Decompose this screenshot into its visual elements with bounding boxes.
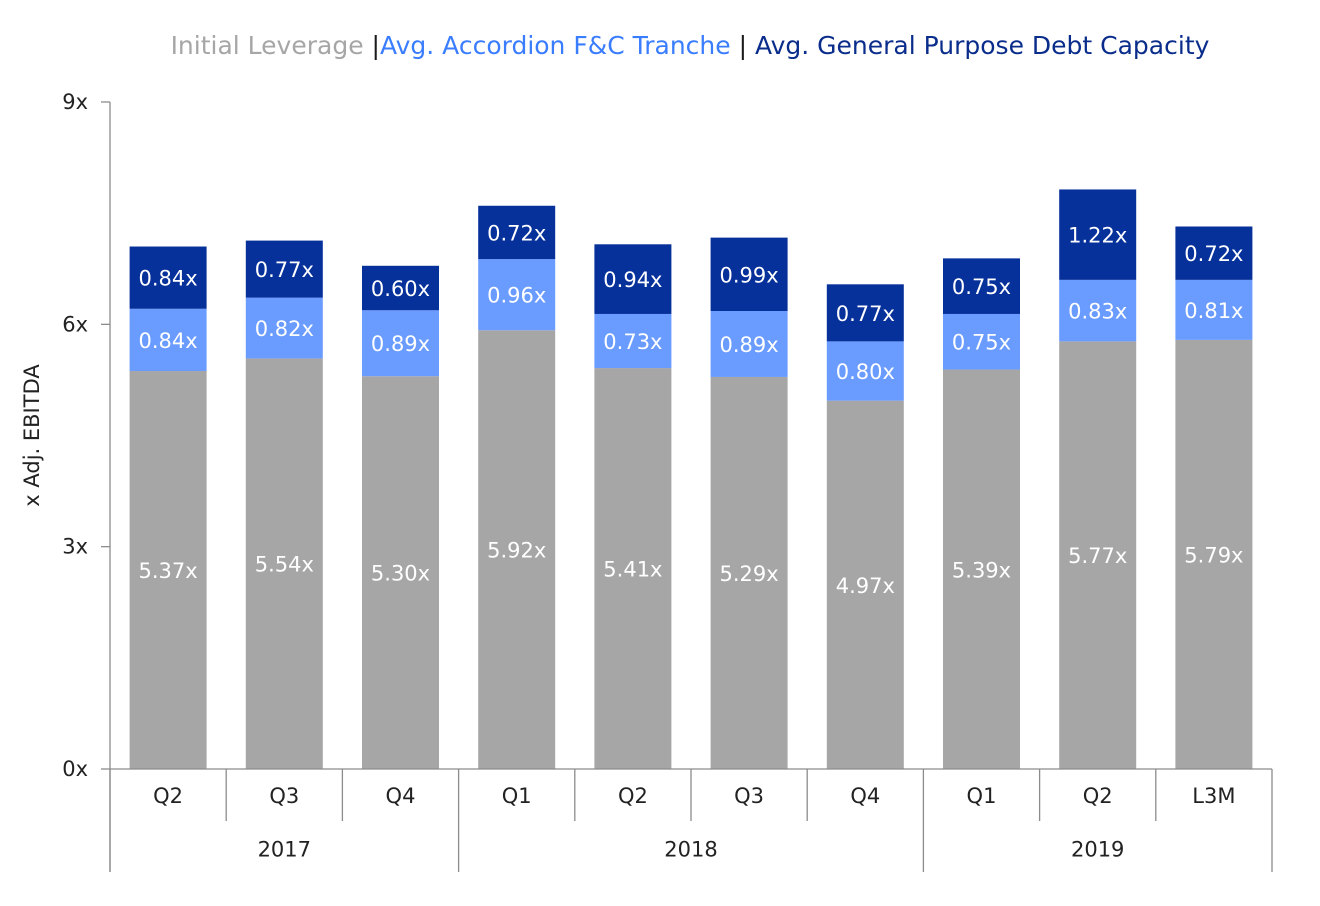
- y-axis: 0x 3x 6x 9x x Adj. EBITDA: [20, 90, 111, 872]
- bar-stack-4: 5.41x 0.73x 0.94x: [594, 244, 672, 769]
- legend-title-part-0: Initial Leverage: [171, 31, 372, 60]
- bar-stack-6: 4.97x 0.80x 0.77x: [826, 284, 904, 769]
- x-category-label: Q2: [618, 784, 648, 808]
- data-label-series-1: 0.89x: [720, 333, 779, 357]
- data-label-series-2: 0.77x: [836, 302, 895, 326]
- y-tick-label: 9x: [62, 90, 88, 114]
- x-category-label: Q1: [967, 784, 997, 808]
- bar-segment-series-0: [943, 369, 1020, 769]
- data-label-series-0: 5.41x: [603, 558, 662, 582]
- bar-segment-series-1: [1175, 279, 1253, 340]
- bar-segment-series-1: [129, 308, 207, 372]
- x-category-label: Q3: [734, 784, 764, 808]
- data-label-series-0: 5.29x: [720, 562, 779, 586]
- bar-segment-series-1: [594, 313, 672, 369]
- data-label-series-2: 0.94x: [603, 268, 662, 292]
- bar-stack-2: 5.30x 0.89x 0.60x: [362, 265, 439, 769]
- data-label-series-1: 0.81x: [1184, 299, 1243, 323]
- bar-segment-series-0: [710, 376, 788, 769]
- bar-segment-series-2: [943, 258, 1020, 314]
- data-label-series-2: 1.22x: [1068, 224, 1127, 248]
- x-category-label: Q2: [153, 784, 183, 808]
- bar-segment-series-0: [1059, 341, 1137, 769]
- data-label-series-2: 0.60x: [371, 277, 430, 301]
- bar-segment-series-2: [362, 265, 439, 311]
- data-label-series-0: 5.77x: [1068, 544, 1127, 568]
- bar-segment-series-2: [1059, 189, 1137, 280]
- y-tick-label: 0x: [62, 757, 88, 781]
- bar-segment-series-0: [594, 368, 672, 769]
- bar-stack-9: 5.79x 0.81x 0.72x: [1175, 226, 1253, 769]
- data-label-series-0: 5.37x: [139, 559, 198, 583]
- bar-stack-7: 5.39x 0.75x 0.75x: [943, 258, 1020, 769]
- bar-segment-series-0: [1175, 339, 1253, 769]
- bar-segment-series-2: [1175, 226, 1253, 280]
- bar-segment-series-1: [362, 310, 439, 377]
- legend-title-part-2: Avg. Accordion F&C Tranche: [380, 31, 731, 60]
- bar-stack-5: 5.29x 0.89x 0.99x: [710, 237, 788, 769]
- data-label-series-2: 0.84x: [139, 267, 198, 291]
- bar-segment-series-2: [826, 284, 904, 342]
- x-category-label: L3M: [1192, 784, 1235, 808]
- x-category-label: Q2: [1083, 784, 1113, 808]
- legend-title-part-1: |: [372, 31, 380, 60]
- bar-segment-series-1: [710, 310, 788, 377]
- data-label-series-2: 0.72x: [1184, 242, 1243, 266]
- bar-segment-series-1: [478, 259, 556, 331]
- data-label-series-2: 0.75x: [952, 275, 1011, 299]
- bar-segment-series-1: [1059, 279, 1137, 342]
- data-label-series-0: 5.79x: [1184, 543, 1243, 567]
- data-label-series-0: 4.97x: [836, 574, 895, 598]
- bar-segment-series-0: [129, 371, 207, 769]
- bar-segment-series-2: [478, 205, 556, 260]
- bar-segment-series-0: [826, 400, 904, 769]
- bar-segment-series-2: [710, 237, 788, 311]
- bar-segment-series-1: [245, 297, 323, 359]
- legend-title-part-3: |: [731, 31, 755, 60]
- bar-segment-series-1: [826, 341, 904, 401]
- chart-legend-title: Initial Leverage |Avg. Accordion F&C Tra…: [171, 31, 1210, 60]
- bar-segment-series-2: [594, 244, 672, 314]
- bar-segment-series-0: [478, 330, 556, 769]
- bar-segment-series-2: [129, 246, 207, 309]
- data-label-series-1: 0.96x: [487, 284, 546, 308]
- data-label-series-0: 5.54x: [255, 553, 314, 577]
- x-category-label: Q1: [502, 784, 532, 808]
- bar-stack-0: 5.37x 0.84x 0.84x: [129, 246, 207, 769]
- bars-layer: 5.37x 0.84x 0.84x 5.54x 0.82x 0.77x 5.30x 0.89x…: [129, 189, 1253, 769]
- bar-segment-series-1: [943, 313, 1020, 370]
- data-label-series-1: 0.84x: [139, 329, 198, 353]
- data-label-series-0: 5.30x: [371, 562, 430, 586]
- x-group-label: 2018: [664, 838, 717, 862]
- data-label-series-1: 0.83x: [1068, 300, 1127, 324]
- data-label-series-1: 0.80x: [836, 360, 895, 384]
- bar-stack-8: 5.77x 0.83x 1.22x: [1059, 189, 1137, 769]
- x-category-label: Q3: [269, 784, 299, 808]
- x-group-label: 2019: [1071, 838, 1124, 862]
- data-label-series-2: 0.99x: [720, 263, 779, 287]
- y-axis-label: x Adj. EBITDA: [20, 364, 44, 507]
- legend-title-part-4: Avg. General Purpose Debt Capacity: [755, 31, 1210, 60]
- bar-stack-3: 5.92x 0.96x 0.72x: [478, 205, 556, 769]
- y-tick-label: 3x: [62, 535, 88, 559]
- x-group-label: 2017: [258, 838, 311, 862]
- x-category-label: Q4: [386, 784, 416, 808]
- y-tick-label: 6x: [62, 312, 88, 336]
- data-label-series-1: 0.89x: [371, 332, 430, 356]
- data-label-series-0: 5.92x: [487, 539, 546, 563]
- bar-segment-series-2: [245, 240, 323, 298]
- x-axis: Q2 Q3 Q4 Q1 Q2 Q3 Q4 Q1 Q2 L3M 2017 2018 2019: [109, 768, 1273, 872]
- bar-segment-series-0: [362, 376, 439, 769]
- data-label-series-2: 0.72x: [487, 221, 546, 245]
- data-label-series-2: 0.77x: [255, 258, 314, 282]
- data-label-series-1: 0.73x: [603, 330, 662, 354]
- bar-stack-1: 5.54x 0.82x 0.77x: [245, 240, 323, 769]
- bar-segment-series-0: [245, 358, 323, 769]
- data-label-series-1: 0.82x: [255, 317, 314, 341]
- x-category-label: Q4: [850, 784, 880, 808]
- data-label-series-1: 0.75x: [952, 331, 1011, 355]
- data-label-series-0: 5.39x: [952, 558, 1011, 582]
